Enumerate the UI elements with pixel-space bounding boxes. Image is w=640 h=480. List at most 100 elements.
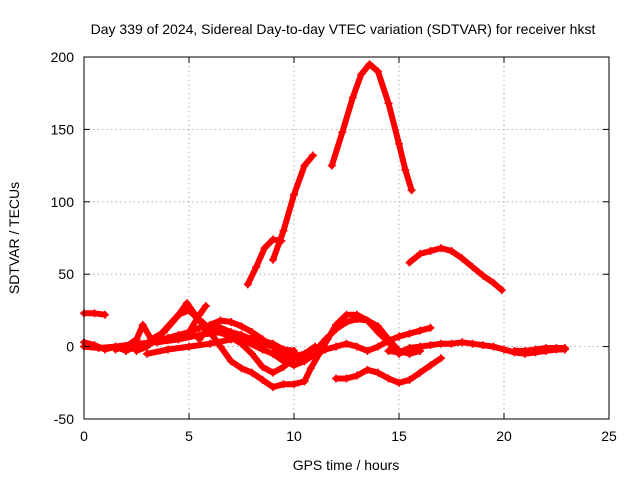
data-point-marker	[227, 335, 235, 344]
x-tick-label: 0	[80, 428, 88, 444]
series-arc-10	[332, 354, 445, 387]
y-axis-label: SDTVAR / TECUs	[6, 182, 22, 294]
data-point-marker	[248, 349, 256, 358]
data-point-marker	[300, 377, 309, 386]
data-point-marker	[279, 380, 288, 389]
data-point-marker	[308, 151, 317, 160]
data-point-marker	[363, 365, 372, 374]
data-point-marker	[227, 357, 235, 366]
data-point-marker	[542, 344, 550, 353]
series-trace	[270, 152, 316, 263]
data-point-marker	[290, 361, 298, 370]
data-point-marker	[279, 357, 288, 366]
data-point-marker	[426, 323, 435, 332]
data-point-marker	[395, 332, 403, 341]
x-tick-label: 10	[286, 428, 302, 444]
data-point-marker	[237, 364, 246, 373]
data-point-marker	[300, 161, 309, 170]
data-point-marker	[458, 338, 466, 347]
data-point-marker	[248, 328, 256, 337]
data-point-marker	[374, 342, 382, 351]
data-point-marker	[338, 128, 347, 137]
data-point-marker	[353, 342, 361, 351]
data-point-marker	[290, 380, 298, 389]
plot-frame	[83, 56, 610, 420]
data-point-marker	[374, 368, 382, 377]
data-point-marker	[332, 342, 340, 351]
data-point-marker	[365, 60, 374, 69]
data-point-marker	[353, 371, 361, 380]
data-point-marker	[327, 161, 336, 170]
x-tick-label: 25	[601, 428, 617, 444]
data-point-marker	[374, 322, 382, 331]
data-point-marker	[363, 316, 372, 325]
data-point-marker	[510, 346, 519, 355]
data-point-marker	[321, 335, 330, 344]
data-point-marker	[405, 375, 414, 384]
data-point-marker	[201, 302, 210, 311]
data-point-marker	[132, 335, 141, 344]
data-point-marker	[252, 262, 261, 271]
data-point-marker	[174, 310, 183, 319]
data-point-marker	[348, 93, 357, 102]
data-point-marker	[357, 70, 366, 79]
data-point-marker	[185, 342, 193, 351]
data-point-marker	[521, 346, 529, 355]
y-tick-label: 150	[51, 121, 75, 137]
data-point-marker	[458, 254, 466, 263]
series-arc-16	[405, 244, 506, 295]
data-point-marker	[164, 322, 172, 331]
data-point-marker	[479, 271, 487, 280]
data-point-marker	[206, 320, 214, 329]
data-point-marker	[500, 345, 508, 354]
data-point-marker	[405, 344, 414, 353]
data-point-marker	[195, 335, 204, 344]
data-point-marker	[560, 344, 569, 353]
data-point-marker	[497, 286, 506, 295]
data-point-marker	[384, 336, 393, 345]
data-point-marker	[269, 255, 277, 264]
data-point-marker	[489, 342, 498, 351]
data-point-marker	[342, 317, 351, 326]
data-point-marker	[260, 244, 269, 253]
data-point-marker	[395, 139, 403, 148]
data-point-marker	[342, 374, 351, 383]
data-point-marker	[437, 339, 445, 348]
data-point-marker	[258, 375, 267, 384]
data-point-marker	[164, 345, 172, 354]
y-tick-label: 50	[58, 266, 74, 282]
data-point-marker	[384, 374, 393, 383]
data-point-marker	[407, 186, 416, 195]
data-point-marker	[342, 310, 351, 319]
data-point-marker	[416, 249, 424, 258]
axis-ticks: 0 5 10 15 20 25 -50 0 50 100 150 200	[51, 49, 617, 444]
data-point-marker	[101, 310, 109, 319]
data-point-marker	[269, 383, 277, 392]
data-point-marker	[363, 346, 372, 355]
data-point-marker	[489, 278, 498, 287]
data-point-marker	[447, 247, 456, 256]
data-point-marker	[384, 346, 393, 355]
series-trace	[270, 324, 434, 369]
data-point-marker	[321, 345, 330, 354]
data-point-marker	[332, 325, 340, 334]
data-point-marker	[174, 335, 183, 344]
data-point-marker	[90, 309, 99, 318]
data-point-marker	[258, 362, 267, 371]
data-point-marker	[195, 310, 204, 319]
data-point-marker	[468, 339, 477, 348]
data-point-marker	[384, 99, 393, 108]
data-point-marker	[153, 333, 162, 342]
data-point-marker	[395, 378, 403, 387]
data-point-marker	[437, 244, 445, 253]
data-point-marker	[248, 368, 256, 377]
data-point-marker	[269, 349, 277, 358]
data-point-marker	[237, 322, 246, 331]
data-point-marker	[269, 368, 277, 377]
data-point-marker	[353, 315, 361, 324]
series-trace	[112, 300, 297, 376]
x-tick-label: 15	[391, 428, 407, 444]
data-point-marker	[111, 345, 120, 354]
data-point-marker	[416, 326, 424, 335]
